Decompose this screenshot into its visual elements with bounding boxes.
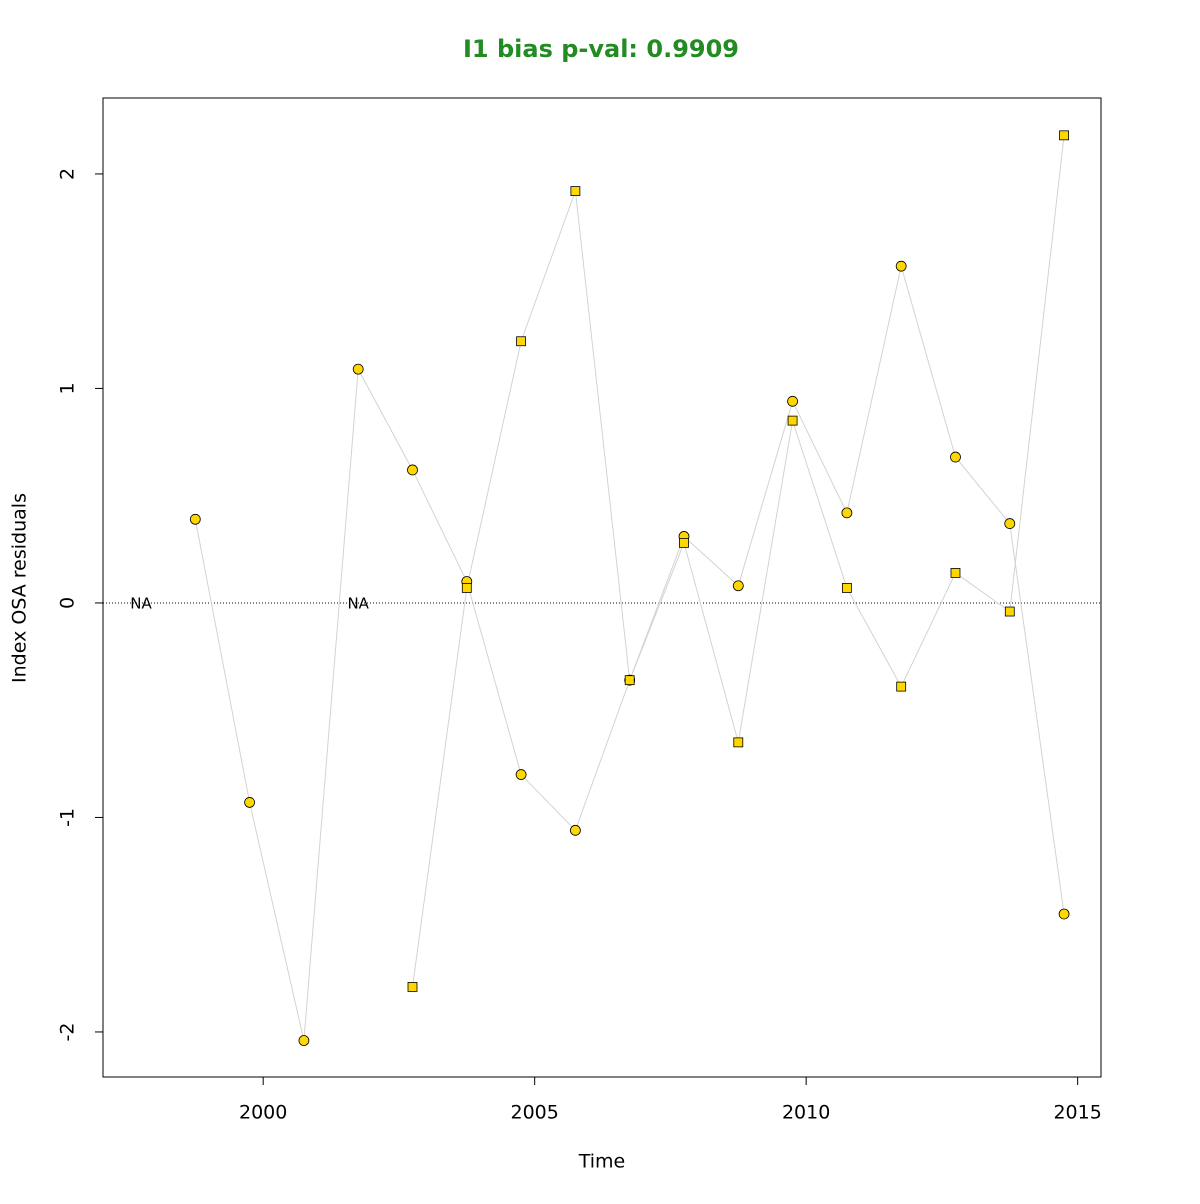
- x-tick-label: 2000: [239, 1102, 287, 1124]
- x-tick-label: 2005: [510, 1102, 558, 1124]
- point: [516, 336, 526, 347]
- point: [895, 260, 907, 272]
- point: [1058, 908, 1070, 920]
- point: [841, 583, 852, 593]
- point: [569, 824, 581, 836]
- point: [841, 507, 853, 519]
- point: [896, 681, 907, 692]
- point: [732, 580, 744, 592]
- x-axis-label: Time: [578, 1151, 626, 1173]
- point: [624, 675, 635, 686]
- y-tick-label: 0: [57, 597, 79, 609]
- point: [298, 1035, 310, 1046]
- y-tick-label: -1: [57, 808, 79, 827]
- point: [733, 737, 744, 748]
- y-tick-label: 1: [57, 382, 79, 394]
- plot-box: [102, 97, 1102, 1078]
- point: [1004, 606, 1015, 617]
- na-label: NA: [130, 594, 152, 612]
- point: [407, 982, 418, 992]
- y-tick-label: 2: [57, 168, 79, 180]
- point: [352, 363, 364, 375]
- point: [1059, 130, 1069, 141]
- point: [787, 415, 798, 426]
- point: [950, 568, 961, 578]
- y-axis-label: Index OSA residuals: [9, 493, 31, 683]
- point: [679, 537, 689, 548]
- point: [461, 583, 472, 593]
- na-label: NA: [347, 594, 369, 612]
- point: [950, 451, 961, 463]
- point: [570, 186, 581, 196]
- y-tick-label: -2: [57, 1022, 79, 1041]
- chart-title: I1 bias p-val: 0.9909: [463, 35, 739, 63]
- point: [407, 464, 418, 476]
- point: [787, 395, 798, 407]
- x-tick-label: 2015: [1053, 1102, 1101, 1124]
- point: [189, 513, 201, 525]
- x-tick-label: 2010: [782, 1102, 830, 1124]
- point: [244, 797, 256, 808]
- point: [1004, 518, 1016, 529]
- point: [515, 769, 527, 780]
